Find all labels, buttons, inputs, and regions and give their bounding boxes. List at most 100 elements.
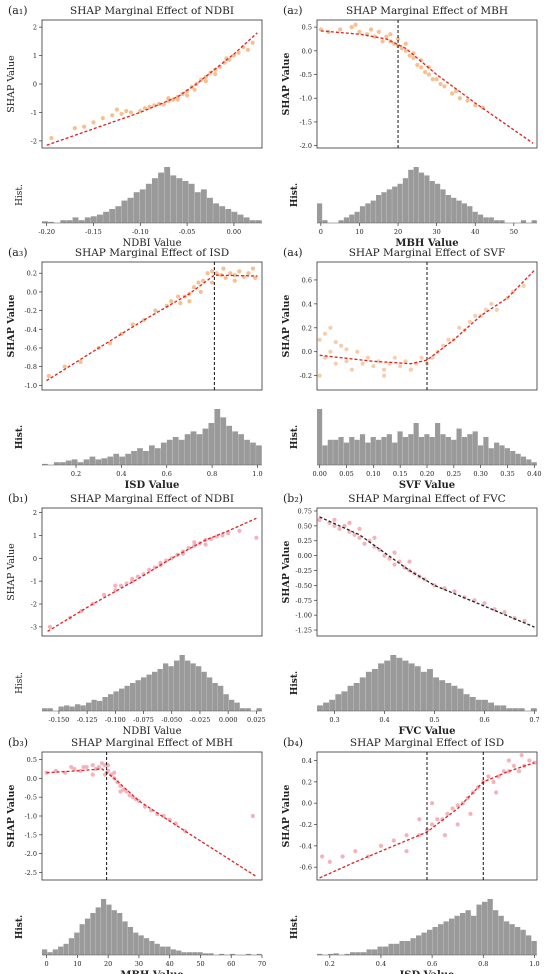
scatter-point bbox=[210, 280, 215, 285]
scatter-point bbox=[486, 774, 491, 779]
hist-bar bbox=[429, 437, 435, 465]
hist-bar bbox=[117, 913, 123, 955]
hist-bar bbox=[333, 439, 339, 465]
hist-bar bbox=[317, 203, 323, 223]
scatter-point bbox=[381, 373, 387, 378]
hist-bar bbox=[317, 953, 323, 955]
scatter-point bbox=[107, 341, 113, 346]
scatter-point bbox=[398, 363, 403, 369]
scatter-point bbox=[200, 278, 206, 283]
hist-bar bbox=[42, 463, 48, 465]
x-tick-label: 1.0 bbox=[529, 960, 539, 968]
hist-bar bbox=[172, 437, 179, 465]
y-tick-label: -2 bbox=[31, 601, 37, 609]
trend-line bbox=[46, 274, 258, 382]
hist-bar bbox=[405, 941, 411, 955]
hist-bar bbox=[361, 952, 367, 955]
x-tick-label: 10 bbox=[355, 228, 363, 236]
scatter-point bbox=[407, 53, 412, 58]
scatter-point bbox=[113, 583, 118, 588]
scatter-points bbox=[47, 528, 259, 629]
scatter-point bbox=[91, 120, 96, 125]
hist-bar bbox=[429, 181, 435, 223]
hist-bar bbox=[493, 910, 499, 955]
y-axis-label: SHAP Value bbox=[6, 295, 17, 358]
hist-bar bbox=[47, 708, 53, 711]
hist-bar bbox=[498, 915, 504, 955]
scatter-point bbox=[388, 32, 393, 37]
scatter-point bbox=[153, 308, 158, 313]
hist-bar bbox=[386, 434, 392, 465]
scatter-point bbox=[360, 361, 365, 366]
hist-bar bbox=[226, 425, 233, 465]
hist-bar bbox=[317, 705, 323, 711]
y-tick-label: -1 bbox=[31, 578, 37, 586]
hist-bar bbox=[433, 677, 440, 711]
scatter-point bbox=[178, 301, 183, 306]
x-axis-label: ISD Value bbox=[400, 970, 455, 974]
hist-bar bbox=[84, 217, 91, 223]
scatter-point bbox=[226, 531, 231, 536]
panel-b2: (b₂) SHAP Marginal Effect of FVC -1.25 -1.0… bbox=[281, 492, 540, 737]
y-tick-label: -0.5 bbox=[24, 794, 37, 802]
y-tick-label: -1.25 bbox=[295, 627, 312, 635]
scatter-point bbox=[453, 89, 459, 94]
scatter-point bbox=[521, 283, 526, 289]
hist-bar bbox=[394, 943, 400, 955]
hist-bar bbox=[127, 927, 134, 955]
histogram bbox=[317, 167, 537, 223]
hist-bar bbox=[349, 214, 355, 223]
y-tick-label: -0.2 bbox=[299, 372, 312, 380]
scatter-point bbox=[210, 269, 215, 274]
hist-bar bbox=[214, 409, 221, 465]
hist-bar bbox=[154, 448, 161, 465]
scatter-point bbox=[245, 47, 251, 52]
hist-bar bbox=[59, 462, 66, 465]
hist-bar bbox=[158, 172, 165, 223]
hist-bar bbox=[149, 445, 155, 465]
y-tick-label: -1.5 bbox=[24, 831, 37, 839]
hist-bar bbox=[60, 220, 67, 223]
scatter-point bbox=[93, 766, 98, 772]
hist-bar bbox=[64, 705, 70, 711]
hist-bar bbox=[65, 460, 72, 465]
hist-bar bbox=[185, 660, 191, 711]
panel-a2: (a₂) SHAP Marginal Effect of MBH -2.0 -1.5 -… bbox=[281, 4, 538, 249]
scatter-point bbox=[185, 93, 190, 98]
hist-bar bbox=[69, 706, 75, 711]
scatter-point bbox=[254, 535, 259, 540]
y-tick-label: -0.5 bbox=[299, 71, 312, 79]
hist-label: Hist. bbox=[15, 672, 25, 694]
scatter-point bbox=[392, 562, 397, 567]
hist-bar bbox=[343, 442, 349, 465]
hist-bar bbox=[229, 699, 235, 711]
panel-label: (a₁) bbox=[8, 4, 28, 17]
y-tick-label: -0.2 bbox=[24, 307, 37, 315]
y-tick-label: 0.5 bbox=[302, 24, 312, 32]
hist-bar bbox=[42, 221, 48, 223]
x-axis-label: NDBI Value bbox=[122, 726, 181, 737]
hist-bar bbox=[392, 442, 398, 465]
y-tick-label: -1.00 bbox=[295, 612, 312, 620]
scatter-point bbox=[344, 359, 349, 364]
hist-bar bbox=[399, 941, 405, 955]
scatter-point bbox=[395, 36, 401, 42]
scatter-point bbox=[166, 96, 171, 101]
hist-bar bbox=[520, 456, 527, 465]
hist-bar bbox=[208, 423, 215, 465]
hist-bar bbox=[317, 409, 323, 465]
scatter-point bbox=[250, 266, 256, 271]
hist-bar bbox=[194, 192, 201, 223]
hist-bar bbox=[186, 952, 193, 955]
scatter-point bbox=[317, 373, 322, 378]
hist-bar bbox=[396, 657, 403, 711]
hist-bar bbox=[135, 680, 141, 711]
hist-bar bbox=[68, 938, 74, 955]
x-tick-label: 0.8 bbox=[478, 960, 488, 968]
scatter-point bbox=[452, 589, 457, 594]
scatter-point bbox=[455, 822, 460, 827]
hist-bar bbox=[494, 442, 500, 465]
hist-bar bbox=[66, 220, 73, 223]
y-tick-label: 0.0 bbox=[302, 47, 312, 55]
hist-bar bbox=[125, 453, 131, 465]
